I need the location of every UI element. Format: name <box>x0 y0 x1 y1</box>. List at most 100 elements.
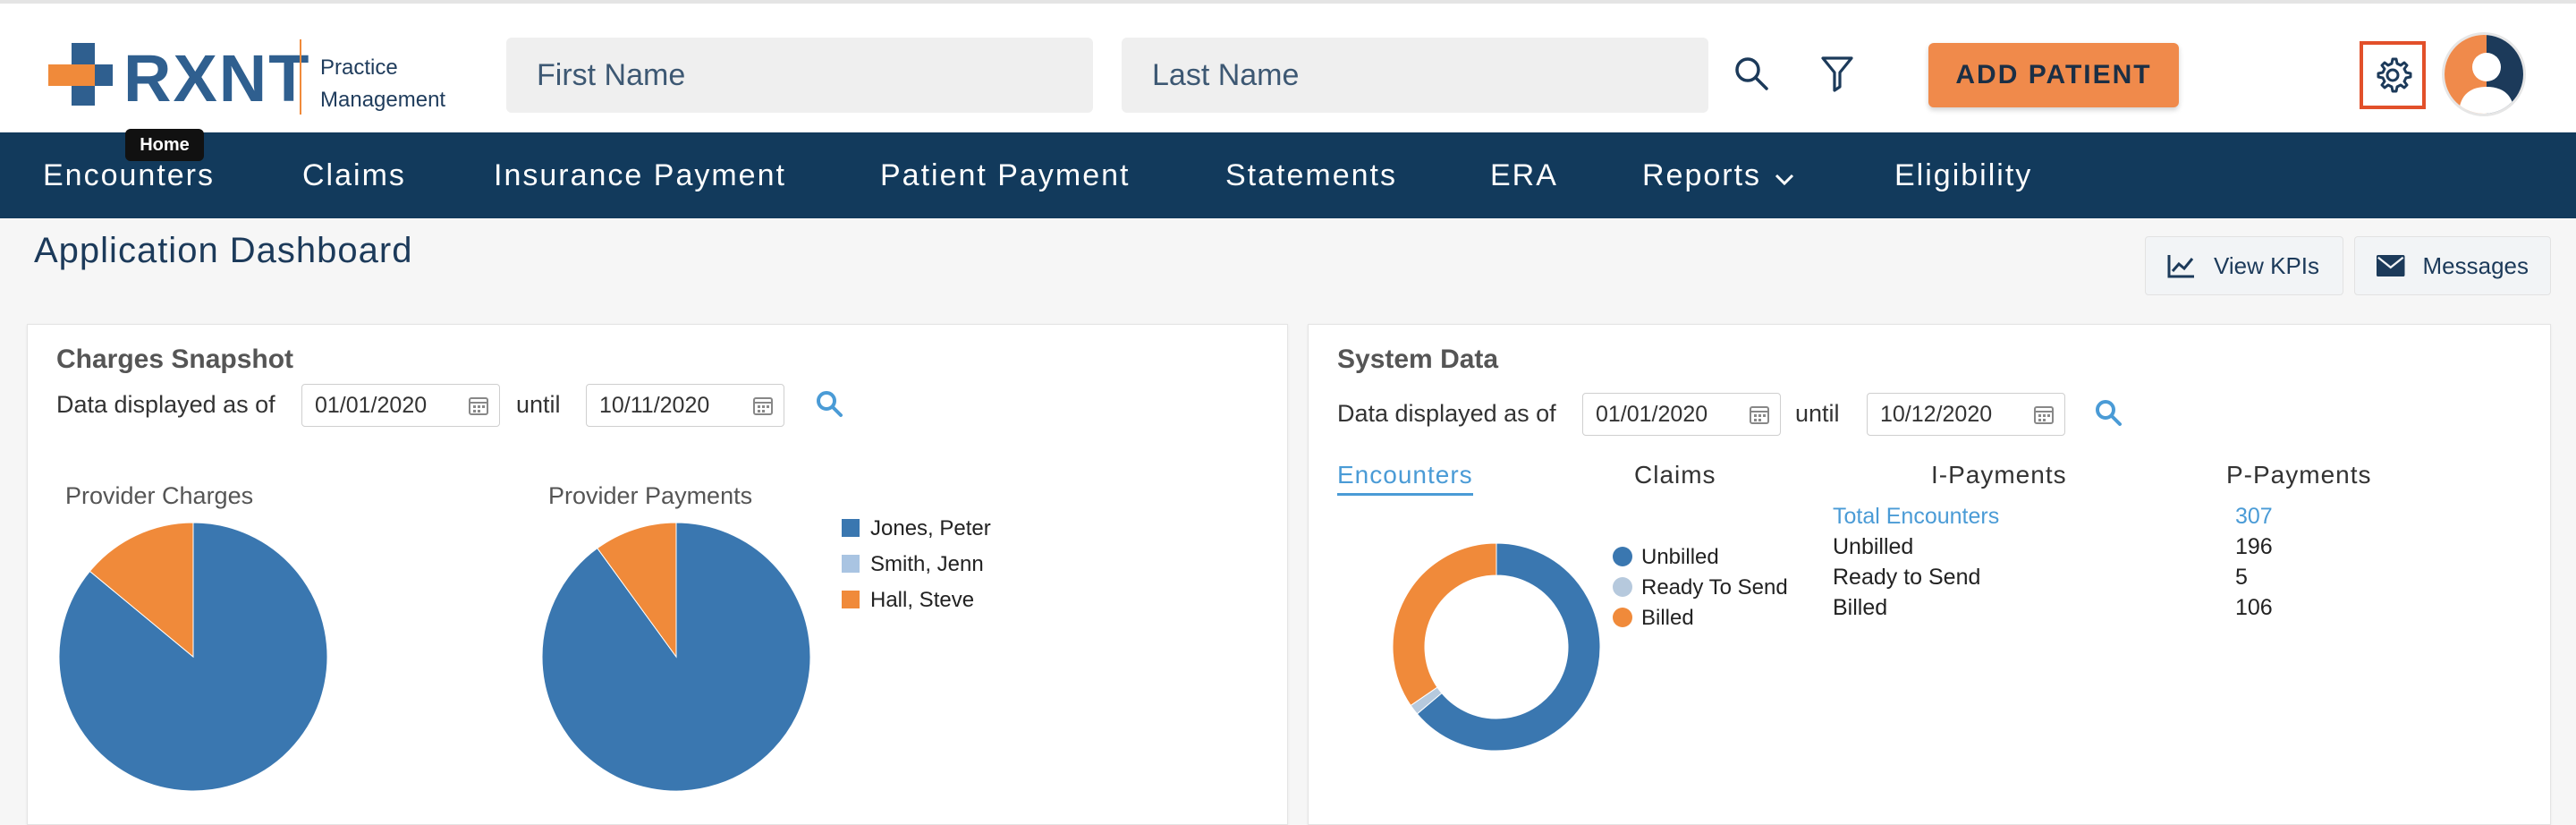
nav-reports-label: Reports <box>1642 158 1762 192</box>
search-icon <box>2096 400 2122 426</box>
system-search-button[interactable] <box>2094 398 2126 430</box>
legend-smith: Smith, Jenn <box>842 552 984 577</box>
nav-encounters[interactable]: Encounters <box>43 158 215 192</box>
page-title: Application Dashboard <box>34 231 413 270</box>
stat-total-encounters-value[interactable]: 307 <box>2235 504 2273 529</box>
last-name-input[interactable] <box>1122 38 1708 113</box>
search-icon <box>817 391 843 417</box>
provider-charges-slice-jones-peter[interactable] <box>58 522 328 792</box>
legend-jones-label: Jones, Peter <box>870 516 991 540</box>
charges-to-date[interactable]: 10/11/2020 <box>586 384 784 427</box>
logo-subtitle-line1: Practice <box>320 55 398 80</box>
legend-ready-to-send: Ready To Send <box>1613 575 1788 600</box>
main-nav: Encounters Claims Insurance Payment Pati… <box>0 132 2576 218</box>
first-name-input[interactable] <box>506 38 1093 113</box>
chevron-down-icon <box>1774 134 1795 220</box>
legend-dot-unbilled <box>1613 547 1632 566</box>
calendar-icon <box>2034 406 2054 424</box>
system-until-label: until <box>1795 400 1840 427</box>
charges-until-label: until <box>516 391 561 418</box>
nav-reports[interactable]: Reports <box>1642 132 1795 218</box>
legend-billed: Billed <box>1613 606 1694 631</box>
nav-claims[interactable]: Claims <box>302 158 406 192</box>
legend-hall: Hall, Steve <box>842 588 974 613</box>
provider-charges-slice-hall-steve[interactable] <box>89 522 194 659</box>
legend-jones: Jones, Peter <box>842 516 991 541</box>
provider-charges-pie <box>58 522 328 792</box>
tab-i-payments[interactable]: I-Payments <box>1931 461 2067 489</box>
view-kpis-label: View KPIs <box>2214 251 2320 279</box>
provider-charges-title: Provider Charges <box>65 482 254 509</box>
avatar-icon <box>2445 35 2523 114</box>
system-to-date[interactable]: 10/12/2020 <box>1867 393 2065 436</box>
nav-eligibility[interactable]: Eligibility <box>1894 158 2033 192</box>
stat-billed-value: 106 <box>2235 595 2273 620</box>
nav-insurance-payment[interactable]: Insurance Payment <box>494 158 786 192</box>
provider-payments-slice-hall-steve[interactable] <box>597 522 677 659</box>
legend-hall-label: Hall, Steve <box>870 588 975 612</box>
encounters-slice-unbilled[interactable] <box>1416 542 1601 752</box>
legend-swatch-smith <box>842 555 860 573</box>
system-to-date-value: 10/12/2020 <box>1880 402 1993 427</box>
stat-ready-value: 5 <box>2235 565 2248 590</box>
stat-billed-label: Billed <box>1833 595 1888 620</box>
logo-subtitle: Practice Management <box>320 52 445 116</box>
filter-button[interactable] <box>1812 48 1862 98</box>
search-icon <box>1735 57 1768 90</box>
charges-panel-title: Charges Snapshot <box>56 344 294 374</box>
messages-button[interactable]: Messages <box>2354 236 2551 295</box>
stat-unbilled-label: Unbilled <box>1833 534 1914 559</box>
logo-text: RXNT <box>123 41 311 115</box>
tab-encounters[interactable]: Encounters <box>1337 461 1473 496</box>
tab-claims[interactable]: Claims <box>1634 461 1716 489</box>
encounters-slice-billed[interactable] <box>1392 542 1497 707</box>
charges-search-button[interactable] <box>815 389 847 421</box>
legend-unbilled-label: Unbilled <box>1641 545 1719 569</box>
nav-era[interactable]: ERA <box>1490 158 1558 192</box>
rxnt-cross-icon <box>48 43 113 106</box>
charges-from-date-value: 01/01/2020 <box>315 393 428 418</box>
calendar-icon <box>1750 406 1769 424</box>
legend-swatch-hall <box>842 591 860 608</box>
calendar-icon <box>753 397 773 415</box>
logo-subtitle-line2: Management <box>320 88 446 112</box>
user-avatar[interactable] <box>2442 32 2526 116</box>
legend-ready-label: Ready To Send <box>1641 575 1788 600</box>
charges-to-date-value: 10/11/2020 <box>599 393 710 418</box>
charges-snapshot-panel: Charges Snapshot Data displayed as of 01… <box>27 324 1288 825</box>
system-data-panel: System Data Data displayed as of 01/01/2… <box>1308 324 2551 825</box>
stat-total-encounters-label[interactable]: Total Encounters <box>1833 504 2000 529</box>
system-as-of-label: Data displayed as of <box>1337 400 1556 427</box>
tab-p-payments[interactable]: P-Payments <box>2226 461 2372 489</box>
add-patient-button[interactable]: ADD PATIENT <box>1928 43 2179 107</box>
stat-ready-label: Ready to Send <box>1833 565 1981 590</box>
legend-smith-label: Smith, Jenn <box>870 552 984 576</box>
home-tooltip: Home <box>125 129 204 161</box>
gear-icon <box>2377 57 2412 93</box>
charges-from-date[interactable]: 01/01/2020 <box>301 384 500 427</box>
legend-dot-billed <box>1613 608 1632 627</box>
charges-as-of-label: Data displayed as of <box>56 391 275 418</box>
nav-patient-payment[interactable]: Patient Payment <box>880 158 1131 192</box>
legend-swatch-jones <box>842 519 860 537</box>
messages-label: Messages <box>2422 251 2529 279</box>
line-chart-icon <box>2167 255 2194 278</box>
nav-statements[interactable]: Statements <box>1225 158 1397 192</box>
provider-payments-title: Provider Payments <box>548 482 753 509</box>
system-from-date[interactable]: 01/01/2020 <box>1582 393 1781 436</box>
calendar-icon <box>469 397 488 415</box>
system-panel-title: System Data <box>1337 344 1499 374</box>
envelope-icon <box>2377 254 2405 277</box>
encounters-donut <box>1392 542 1601 752</box>
logo-divider <box>300 39 301 115</box>
legend-unbilled: Unbilled <box>1613 545 1719 570</box>
system-from-date-value: 01/01/2020 <box>1596 402 1708 427</box>
settings-button[interactable] <box>2360 41 2426 109</box>
legend-billed-label: Billed <box>1641 606 1694 630</box>
view-kpis-button[interactable]: View KPIs <box>2145 236 2343 295</box>
legend-dot-ready <box>1613 577 1632 597</box>
provider-payments-pie <box>541 522 811 792</box>
search-button[interactable] <box>1726 48 1776 98</box>
app-header: RXNT Practice Management ADD PATIENT <box>0 0 2576 132</box>
rxnt-logo[interactable]: RXNT <box>45 38 309 118</box>
